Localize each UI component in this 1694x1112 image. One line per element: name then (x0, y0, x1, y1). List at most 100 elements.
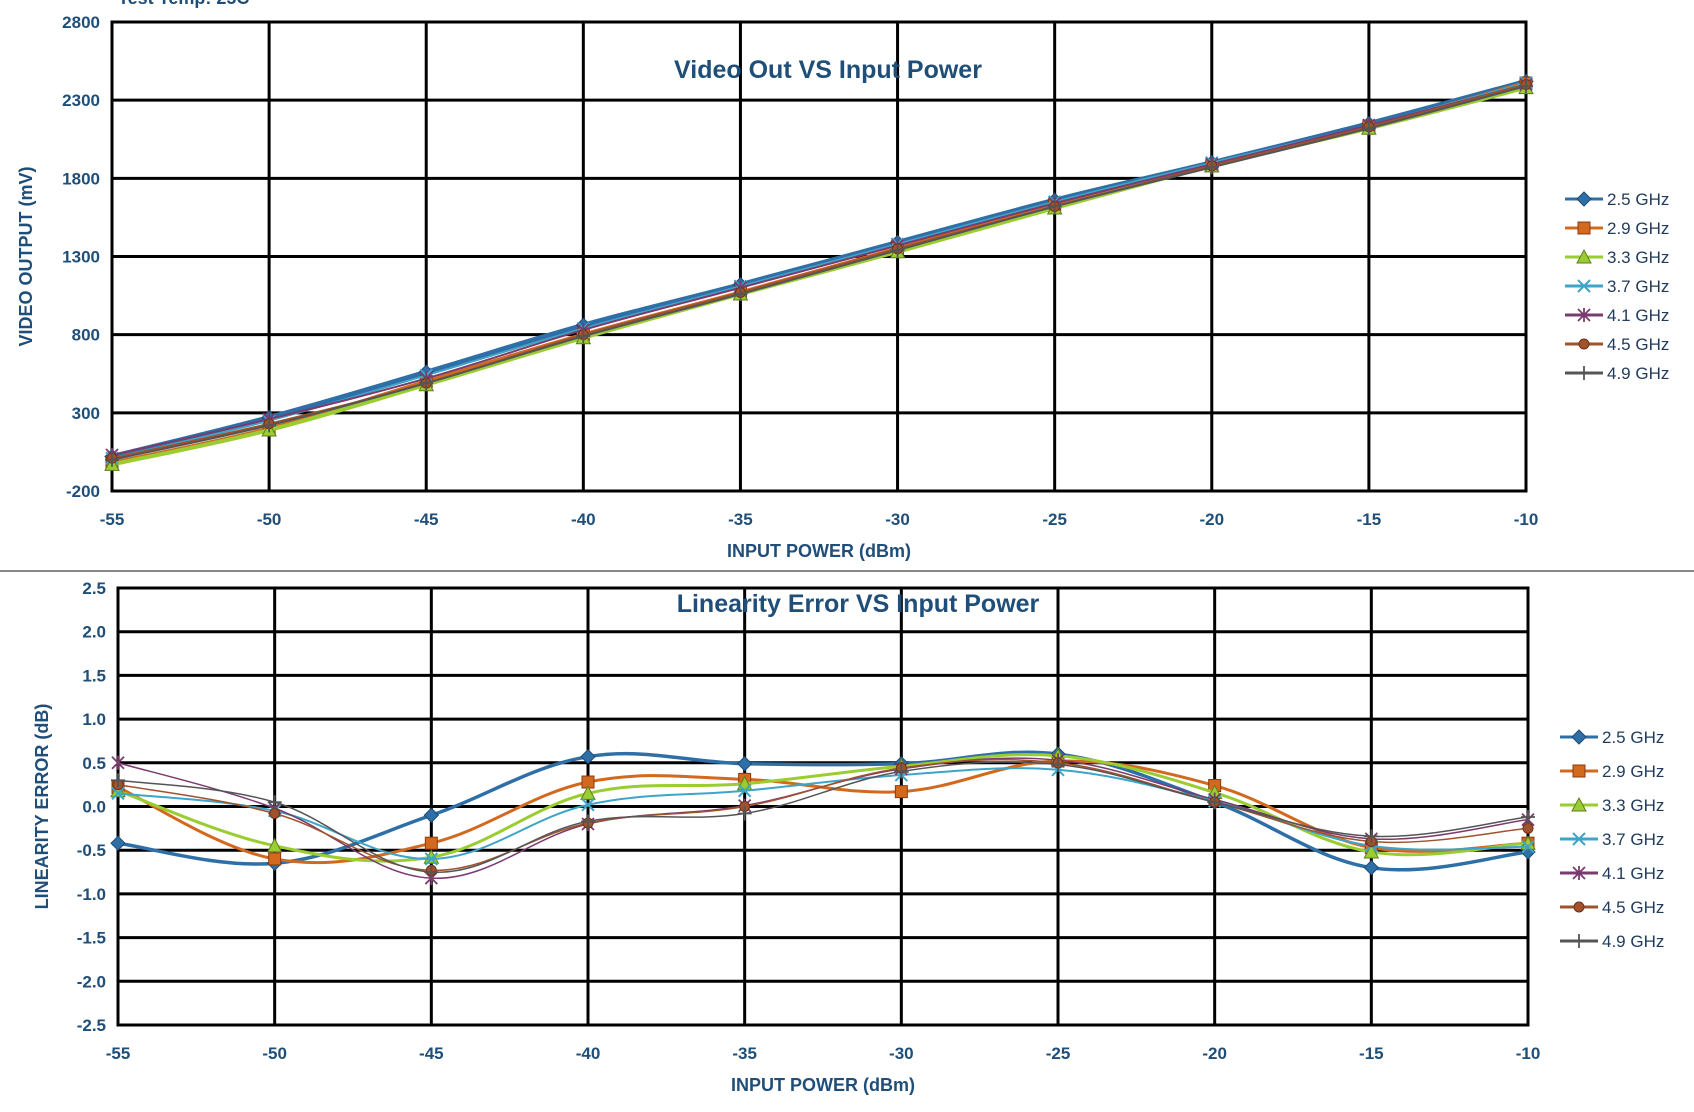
video-out-data-point-4-9-ghz (1519, 79, 1533, 94)
linearity-grid (116, 586, 1530, 1027)
linearity-data-point-4-9-ghz (581, 814, 595, 829)
linearity-legend-label-3-3-ghz: 3.3 GHz (1602, 796, 1664, 815)
linearity-data-point-4-9-ghz (1051, 757, 1065, 772)
video-out-x-tick-label: -40 (571, 510, 596, 529)
linearity-series-line-4-5-ghz (117, 758, 1529, 872)
video-out-data-point-4-9-ghz (733, 287, 748, 302)
video-out-legend-marker-4-1-ghz (1577, 308, 1591, 322)
video-out-legend-label-2-5-ghz: 2.5 GHz (1607, 190, 1669, 209)
video-out-legend-label-3-7-ghz: 3.7 GHz (1607, 277, 1669, 296)
linearity-chart-title: Linearity Error VS Input Power (677, 590, 1040, 618)
video-out-legend-label-4-9-ghz: 4.9 GHz (1607, 364, 1669, 383)
video-out-y-axis-label: VIDEO OUTPUT (mV) (16, 166, 36, 346)
linearity-data-point-3-7-ghz (581, 798, 595, 812)
linearity-series-line-2-5-ghz (117, 750, 1529, 872)
video-out-x-tick-label: -25 (1042, 510, 1067, 529)
linearity-data-point-4-9-ghz (1521, 809, 1535, 824)
video-out-data-point-4-9-ghz (1047, 199, 1062, 214)
linearity-data-point-2-5-ghz (110, 835, 126, 851)
video-out-x-tick-label: -55 (100, 510, 125, 529)
linearity-data-point-3-3-ghz (266, 837, 283, 853)
linearity-x-tick-label: -25 (1046, 1044, 1071, 1063)
linearity-data-point-2-5-ghz (580, 748, 596, 765)
linearity-data-point-3-7-ghz (424, 852, 439, 866)
video-out-series-line-4-1-ghz (111, 83, 1527, 457)
linearity-legend-marker-2-9-ghz (1572, 764, 1586, 778)
video-out-y-tick-label: 800 (72, 326, 100, 345)
chart-svg-linearity-error: -55 -50 -45 -40 -35 -30 -25 -20 -15 -10 -2.5 -2.0 -1… (32, 579, 1664, 1095)
video-out-series-group (104, 73, 1534, 471)
video-out-legend-label-4-1-ghz: 4.1 GHz (1607, 306, 1669, 325)
linearity-y-tick-label: 0.0 (82, 798, 106, 817)
video-out-x-tick-label: -20 (1199, 510, 1224, 529)
linearity-x-tick-label: -40 (576, 1044, 601, 1063)
linearity-legend-label-4-9-ghz: 4.9 GHz (1602, 932, 1664, 951)
video-out-x-tick-label: -15 (1357, 510, 1382, 529)
linearity-data-point-4-9-ghz (1207, 795, 1222, 810)
video-out-data-point-4-9-ghz (890, 243, 905, 258)
linearity-legend-marker-2-5-ghz (1571, 729, 1587, 745)
linearity-y-tick-label: -1.5 (77, 929, 106, 948)
video-out-x-tick-label: -45 (414, 510, 439, 529)
linearity-data-point-2-9-ghz (894, 785, 908, 799)
video-out-legend-marker-3-7-ghz (1577, 279, 1591, 293)
video-out-series-line-4-9-ghz (111, 85, 1527, 461)
linearity-legend-label-2-5-ghz: 2.5 GHz (1602, 728, 1664, 747)
linearity-data-point-4-1-ghz (111, 755, 125, 770)
linearity-y-tick-label: 1.5 (82, 666, 106, 685)
linearity-data-point-2-5-ghz (736, 755, 753, 772)
linearity-series-line-2-9-ghz (117, 759, 1529, 865)
linearity-x-axis-label: INPUT POWER (dBm) (731, 1075, 915, 1095)
chart-svg-video-out: -55 -50 -45 -40 -35 -30 -25 -20 -15 -10 -200 300 800… (16, 13, 1669, 561)
test-temperature-note: Test Temp: 25C (118, 0, 249, 9)
video-out-y-tick-label: -200 (66, 482, 100, 501)
linearity-data-point-4-5-ghz (1522, 822, 1534, 834)
linearity-x-tick-label: -35 (732, 1044, 757, 1063)
linearity-tick-labels: -55 -50 -45 -40 -35 -30 -25 -20 -15 -10 -2.5 -2.0 -1… (77, 579, 1541, 1063)
linearity-data-point-3-3-ghz (1363, 843, 1380, 859)
linearity-x-tick-label: -45 (419, 1044, 444, 1063)
linearity-legend-label-2-9-ghz: 2.9 GHz (1602, 762, 1664, 781)
linearity-data-point-4-5-ghz (269, 807, 281, 819)
video-out-legend-marker-4-5-ghz (1578, 338, 1590, 350)
linearity-x-tick-label: -50 (262, 1044, 287, 1063)
linearity-legend-marker-4-5-ghz (1573, 901, 1585, 913)
panel-divider (0, 570, 1694, 572)
linearity-legend-label-4-5-ghz: 4.5 GHz (1602, 898, 1664, 917)
linearity-legend-marker-3-3-ghz (1571, 796, 1587, 812)
video-out-data-point-4-9-ghz (1361, 121, 1376, 136)
video-out-x-tick-label: -50 (257, 510, 282, 529)
linearity-data-point-2-9-ghz (268, 852, 282, 866)
video-out-y-tick-label: 2800 (62, 13, 100, 32)
linearity-data-point-3-7-ghz (1521, 839, 1535, 854)
linearity-data-point-4-9-ghz (424, 865, 439, 880)
video-out-tick-labels: -55 -50 -45 -40 -35 -30 -25 -20 -15 -10 -200 300 800… (62, 13, 1538, 529)
video-out-data-point-4-9-ghz (1204, 160, 1219, 175)
linearity-data-point-2-9-ghz (424, 836, 438, 850)
video-out-x-tick-label: -35 (728, 510, 753, 529)
video-out-legend-marker-2-9-ghz (1577, 221, 1591, 235)
video-out-legend-marker-2-5-ghz (1576, 191, 1592, 207)
linearity-x-tick-label: -20 (1202, 1044, 1227, 1063)
video-out-x-tick-label: -10 (1514, 510, 1539, 529)
linearity-x-tick-label: -30 (889, 1044, 914, 1063)
chart-panel-linearity-error: -55 -50 -45 -40 -35 -30 -25 -20 -15 -10 -2.5 -2.0 -1… (0, 572, 1694, 1107)
linearity-data-point-4-9-ghz (894, 764, 909, 779)
chart-panel-video-out: Test Temp: 25C -55-50-45-40-35-30-25-20-… (16, 0, 1669, 561)
linearity-x-tick-label: -10 (1516, 1044, 1541, 1063)
linearity-data-point-2-5-ghz (1363, 859, 1380, 876)
linearity-x-tick-label: -55 (106, 1044, 131, 1063)
linearity-data-point-4-9-ghz (737, 806, 752, 821)
linearity-y-tick-label: 0.5 (82, 754, 106, 773)
video-out-grid (110, 20, 1528, 493)
linearity-y-axis-label: LINEARITY ERROR (dB) (32, 704, 52, 910)
video-out-legend: 2.5 GHz 2.9 GHz 3.3 GHz 3.7 GHz 4.1 GHz 4.5 G… (1565, 190, 1669, 383)
video-out-y-tick-label: 1800 (62, 169, 100, 188)
linearity-data-point-4-9-ghz (111, 773, 125, 788)
video-out-y-tick-label: 300 (72, 404, 100, 423)
linearity-y-tick-label: -2.0 (77, 972, 106, 991)
video-out-chart-title: Video Out VS Input Power (674, 56, 982, 84)
linearity-y-tick-label: 1.0 (82, 710, 106, 729)
linearity-y-tick-label: -1.0 (77, 885, 106, 904)
video-out-legend-marker-4-9-ghz (1577, 366, 1591, 380)
